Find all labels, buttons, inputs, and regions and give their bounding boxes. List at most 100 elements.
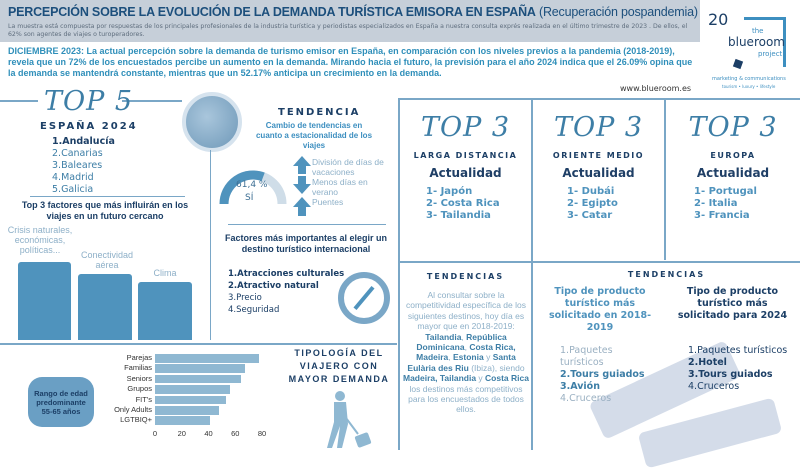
factor-bar bbox=[138, 282, 192, 340]
top5-heading: ESPAÑA 2024 bbox=[40, 121, 138, 132]
list-item: 3.Baleares bbox=[52, 160, 103, 171]
list-item: 4.Cruceros bbox=[560, 393, 612, 404]
top3-region: EUROPA bbox=[710, 151, 756, 160]
chart-bar bbox=[155, 374, 241, 384]
chart-tick-label: 60 bbox=[231, 428, 240, 438]
header-band bbox=[0, 0, 700, 42]
text-run: , bbox=[464, 342, 470, 353]
text-run: , bbox=[461, 331, 467, 342]
chart-bar bbox=[155, 416, 210, 425]
list-item: 2- Egipto bbox=[567, 198, 618, 209]
website-url[interactable]: www.blueroom.es bbox=[620, 84, 692, 93]
list-item: 4.Cruceros bbox=[688, 381, 740, 392]
divider bbox=[0, 100, 38, 102]
list-item: 3- Tailandia bbox=[426, 210, 491, 221]
factor-label: Clima bbox=[153, 268, 177, 278]
text-run: (Ibiza), siendo bbox=[468, 362, 525, 373]
divider bbox=[0, 343, 397, 345]
age-text: Rango de edad predominante 55-65 años bbox=[34, 388, 88, 416]
divider bbox=[30, 196, 185, 197]
list-item: Puentes bbox=[312, 197, 344, 207]
logo-name: blueroom bbox=[728, 35, 785, 49]
logo-tagline: marketing & communications bbox=[712, 76, 786, 82]
chart-category-label: Familias bbox=[124, 363, 152, 373]
tendencias-title: TENDENCIAS bbox=[627, 270, 706, 279]
list-item: 1- Japón bbox=[426, 186, 473, 197]
list-item: 1.Paquetes turísticos bbox=[688, 345, 788, 356]
logo-project: project bbox=[758, 50, 783, 58]
factors-title: Top 3 factores que más influirán en los … bbox=[21, 200, 189, 221]
divider bbox=[398, 98, 800, 100]
intro-text: DICIEMBRE 2023: La actual percepción sob… bbox=[8, 46, 693, 78]
tendencia-title: TENDENCIA bbox=[278, 107, 361, 118]
product-2024-title: Tipo de producto turístico más solicitad… bbox=[677, 286, 788, 321]
tendencias-text: Al consultar sobre la competitividad esp… bbox=[403, 290, 529, 415]
factor-bar bbox=[18, 262, 71, 340]
chart-category-label: FIT's bbox=[135, 394, 152, 404]
list-item: 2.Canarias bbox=[52, 148, 103, 159]
list-item: Menos días en verano bbox=[312, 177, 368, 197]
arrow-up-stem bbox=[298, 207, 306, 216]
list-item: 4.Seguridad bbox=[228, 305, 280, 315]
tendencia-list: División de días de vacaciones Menos día… bbox=[312, 157, 396, 207]
text-run: y bbox=[476, 373, 486, 384]
top3-script-title: TOP 3 bbox=[688, 112, 778, 143]
text-run: , bbox=[448, 352, 453, 363]
tipologia-title: TIPOLOGÍA DEL VIAJERO CON MAYOR DEMANDA bbox=[288, 348, 390, 384]
text-bold: Tailandia bbox=[425, 331, 462, 342]
list-item: 1- Dubái bbox=[567, 186, 615, 197]
logo-number: 20 bbox=[708, 10, 729, 29]
page-subtitle: La muestra está compuesta por respuestas… bbox=[8, 23, 688, 38]
divider bbox=[398, 261, 800, 263]
chart-bar bbox=[155, 406, 220, 415]
text-bold: Costa Rica bbox=[485, 373, 529, 384]
chart-tick-label: 0 bbox=[152, 428, 158, 438]
text-run: Al consultar sobre la competitividad esp… bbox=[405, 290, 526, 332]
list-item: 2- Italia bbox=[694, 198, 738, 209]
list-item: 3.Tours guiados bbox=[688, 369, 773, 380]
top3-region: ORIENTE MEDIO bbox=[552, 151, 645, 160]
factor-bar bbox=[78, 274, 132, 340]
arrow-up-icon bbox=[293, 197, 311, 207]
logo-frame bbox=[744, 17, 786, 67]
age-badge: Rango de edad predominante 55-65 años bbox=[28, 377, 94, 427]
chart-bar bbox=[155, 354, 260, 363]
list-item: 1- Portugal bbox=[694, 186, 757, 197]
top3-larga-distancia: TOP 3 LARGA DISTANCIA Actualidad 1- Japó… bbox=[400, 112, 531, 222]
list-item: 4.Madrid bbox=[52, 172, 94, 183]
destino-title: Factores más importantes al elegir un de… bbox=[224, 233, 388, 254]
list-item: 1.Paquetes turísticos bbox=[560, 345, 613, 368]
destino-list: 1.Atracciones culturales 2.Atractivo nat… bbox=[228, 268, 344, 316]
page-title: PERCEPCIÓN SOBRE LA EVOLUCIÓN DE LA DEMA… bbox=[8, 5, 698, 19]
arrow-up-icon bbox=[293, 156, 311, 166]
top3-oriente-medio: TOP 3 ORIENTE MEDIO Actualidad 1- Dubái 2… bbox=[533, 112, 664, 222]
list-item: 1.Andalucía bbox=[52, 136, 115, 147]
top3-region: LARGA DISTANCIA bbox=[413, 151, 518, 160]
divider bbox=[531, 98, 533, 450]
gauge-value: 61,4 % bbox=[236, 180, 268, 190]
list-item: 2.Atractivo natural bbox=[228, 281, 319, 291]
list-item: 3.Precio bbox=[228, 293, 262, 303]
product-2018-title: Tipo de producto turístico más solicitad… bbox=[548, 286, 652, 333]
compass-icon bbox=[338, 272, 390, 324]
chart-tick-label: 40 bbox=[204, 428, 213, 438]
divider bbox=[228, 224, 386, 225]
text-bold: Madeira, Tailandia bbox=[403, 373, 477, 384]
divider bbox=[210, 150, 211, 340]
globe-icon bbox=[182, 92, 242, 152]
top5-script-title: TOP 5 bbox=[44, 86, 134, 117]
traveler-illustration bbox=[327, 391, 372, 448]
chart-category-label: Parejas bbox=[126, 353, 152, 362]
text-bold: República Dominicana bbox=[416, 331, 507, 353]
factor-label: Crisis naturales, económicas, políticas.… bbox=[7, 225, 73, 255]
divider bbox=[398, 98, 400, 450]
top3-label: Actualidad bbox=[562, 166, 635, 180]
chart-tick-label: 20 bbox=[177, 428, 186, 438]
list-item: 5.Galicia bbox=[52, 184, 94, 195]
list-item: División de días de vacaciones bbox=[312, 157, 384, 177]
logo-square bbox=[732, 58, 744, 70]
product-2024-list: 1.Paquetes turísticos 2.Hotel 3.Tours gu… bbox=[688, 345, 788, 393]
chart-category-label: LGTBIQ+ bbox=[120, 415, 152, 425]
top3-script-title: TOP 3 bbox=[420, 112, 511, 143]
divider bbox=[122, 100, 182, 102]
